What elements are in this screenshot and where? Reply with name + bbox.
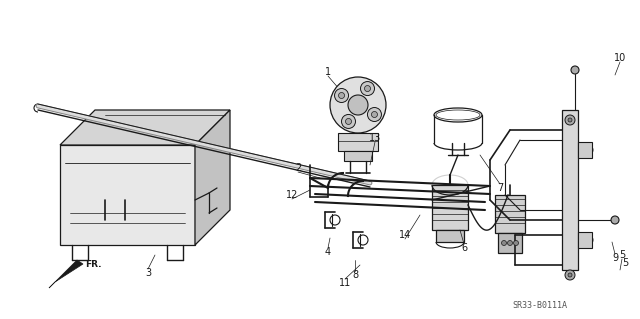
Text: 11: 11 xyxy=(339,278,351,288)
Text: 4: 4 xyxy=(325,247,331,257)
Circle shape xyxy=(513,241,518,246)
Polygon shape xyxy=(432,185,468,230)
Text: 14: 14 xyxy=(399,230,411,240)
Circle shape xyxy=(360,82,374,96)
Text: 7: 7 xyxy=(497,183,503,193)
Polygon shape xyxy=(578,232,592,248)
Polygon shape xyxy=(495,195,525,233)
Circle shape xyxy=(365,85,371,92)
Polygon shape xyxy=(562,110,578,270)
Circle shape xyxy=(371,112,378,117)
Text: 12: 12 xyxy=(286,190,298,200)
Circle shape xyxy=(502,241,506,246)
Circle shape xyxy=(565,270,575,280)
Circle shape xyxy=(565,115,575,125)
Polygon shape xyxy=(578,142,592,158)
Circle shape xyxy=(339,93,344,99)
Text: 8: 8 xyxy=(352,270,358,280)
Circle shape xyxy=(508,241,513,246)
Circle shape xyxy=(571,66,579,74)
Circle shape xyxy=(568,273,572,277)
Circle shape xyxy=(568,118,572,122)
Text: 5: 5 xyxy=(619,250,625,260)
Text: 13: 13 xyxy=(369,133,381,143)
Polygon shape xyxy=(195,110,230,245)
Circle shape xyxy=(611,216,619,224)
Text: SR33-B0111A: SR33-B0111A xyxy=(513,300,568,309)
Polygon shape xyxy=(436,230,464,242)
Circle shape xyxy=(348,95,368,115)
Polygon shape xyxy=(60,145,195,245)
Polygon shape xyxy=(60,110,230,145)
Circle shape xyxy=(342,115,355,129)
Text: 2: 2 xyxy=(295,163,301,173)
Text: 3: 3 xyxy=(145,268,151,278)
Polygon shape xyxy=(498,233,522,253)
Circle shape xyxy=(346,118,351,124)
Text: 6: 6 xyxy=(461,243,467,253)
Circle shape xyxy=(330,77,386,133)
Text: 5: 5 xyxy=(622,258,628,268)
Circle shape xyxy=(367,108,381,122)
Polygon shape xyxy=(338,133,378,151)
Text: 1: 1 xyxy=(325,67,331,77)
Text: 9: 9 xyxy=(612,253,618,263)
Text: 10: 10 xyxy=(614,53,626,63)
Polygon shape xyxy=(49,260,83,288)
Circle shape xyxy=(335,88,349,102)
Polygon shape xyxy=(344,151,372,161)
Text: FR.: FR. xyxy=(85,260,102,269)
